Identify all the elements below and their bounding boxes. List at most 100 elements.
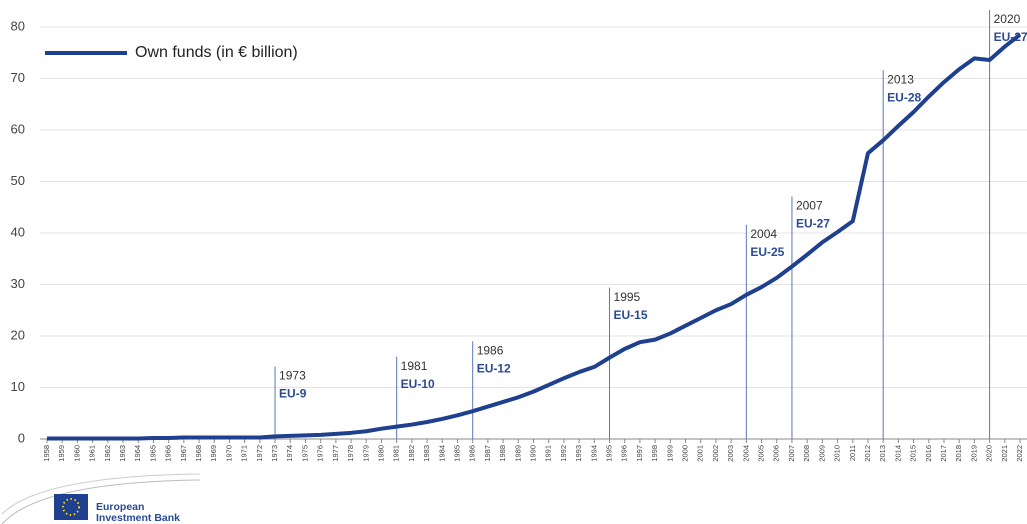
x-tick-label: 1997 [635,445,644,462]
x-tick-label: 1988 [498,445,507,462]
x-tick-label: 1987 [483,445,492,462]
x-tick-label: 2003 [726,445,735,462]
x-tick-label: 1977 [331,445,340,462]
x-tick-label: 1999 [665,445,674,462]
y-tick-label: 80 [11,18,25,33]
x-tick-label: 1989 [513,445,522,462]
x-tick-label: 1959 [57,445,66,462]
logo-flag [54,494,88,520]
annotation-label: EU-28 [887,90,921,104]
x-tick-label: 1961 [88,445,97,462]
x-tick-label: 2002 [711,445,720,462]
x-tick-label: 1967 [179,445,188,462]
y-tick-label: 40 [11,224,25,239]
x-tick-label: 2010 [833,445,842,462]
x-tick-label: 1965 [148,445,157,462]
x-tick-label: 2011 [848,445,857,461]
x-tick-label: 2019 [969,445,978,462]
annotation-year: 1981 [401,359,428,373]
x-tick-label: 2018 [954,445,963,462]
x-tick-label: 2017 [939,445,948,462]
x-tick-label: 1958 [42,445,51,462]
logo-arc [1,479,201,524]
x-tick-label: 1998 [650,445,659,462]
x-tick-label: 2005 [757,445,766,462]
y-tick-label: 30 [11,276,25,291]
x-tick-label: 2015 [909,445,918,462]
annotation-year: 1973 [279,369,306,383]
x-tick-label: 1969 [209,445,218,462]
x-tick-label: 1970 [224,445,233,462]
y-tick-label: 50 [11,173,25,188]
logo-arc [1,473,201,515]
x-tick-label: 1984 [437,445,446,462]
x-tick-label: 1991 [544,445,553,462]
x-tick-label: 1983 [422,445,431,462]
annotation-label: EU-25 [750,245,784,259]
x-tick-label: 1990 [528,445,537,462]
x-tick-label: 2020 [985,445,994,462]
x-tick-label: 2008 [802,445,811,462]
x-tick-label: 2001 [696,445,705,462]
x-tick-label: 2014 [893,445,902,462]
x-tick-label: 1996 [620,445,629,462]
y-tick-label: 60 [11,121,25,136]
annotation-label: EU-10 [401,377,435,391]
logo-text: European [96,501,144,513]
annotation-label: EU-15 [614,308,648,322]
x-tick-label: 1980 [376,445,385,462]
y-tick-label: 10 [11,379,25,394]
x-tick-label: 1976 [316,445,325,462]
x-tick-label: 2013 [878,445,887,462]
x-tick-label: 1994 [589,445,598,462]
x-tick-label: 2016 [924,445,933,462]
annotation-label: EU-27 [796,217,830,231]
x-tick-label: 1963 [118,445,127,462]
x-tick-label: 1968 [194,445,203,462]
y-tick-label: 0 [18,430,25,445]
x-tick-label: 2004 [741,445,750,462]
annotation-year: 2013 [887,72,914,86]
logo: European Investment Bank [1,473,201,524]
annotation-label: EU-9 [279,387,307,401]
x-tick-label: 1992 [559,445,568,462]
x-tick-label: 1962 [103,445,112,462]
x-tick-label: 2000 [681,445,690,462]
x-tick-label: 2022 [1015,445,1024,462]
annotation-year: 1995 [614,290,641,304]
x-tick-label: 1979 [361,445,370,462]
series-line [47,33,1022,441]
x-tick-label: 1975 [300,445,309,462]
x-tick-label: 1973 [270,445,279,462]
x-tick-label: 1971 [240,445,249,462]
x-tick-label: 2021 [1000,445,1009,462]
x-tick-label: 2007 [787,445,796,462]
x-tick-label: 1986 [468,445,477,462]
x-tick-label: 2009 [817,445,826,462]
annotation-year: 2007 [796,199,823,213]
y-tick-label: 20 [11,327,25,342]
legend-label: Own funds (in € billion) [135,44,298,61]
x-tick-label: 1974 [285,445,294,462]
x-tick-label: 1985 [452,445,461,462]
x-tick-label: 1993 [574,445,583,462]
logo-text: Investment Bank [96,512,180,524]
x-tick-label: 1995 [605,445,614,462]
x-tick-label: 1972 [255,445,264,462]
logo-stars [62,498,80,516]
annotation-year: 2004 [750,227,777,241]
x-tick-label: 1960 [72,445,81,462]
annotation-label: EU-12 [477,361,511,375]
x-tick-label: 1966 [164,445,173,462]
annotation-year: 1986 [477,343,504,357]
x-tick-label: 2012 [863,445,872,462]
annotation-year: 2020 [994,12,1021,26]
x-tick-label: 2006 [772,445,781,462]
y-tick-label: 70 [11,70,25,85]
x-tick-label: 1982 [407,445,416,462]
x-tick-label: 1978 [346,445,355,462]
x-tick-label: 1981 [392,445,401,462]
x-tick-label: 1964 [133,445,142,462]
